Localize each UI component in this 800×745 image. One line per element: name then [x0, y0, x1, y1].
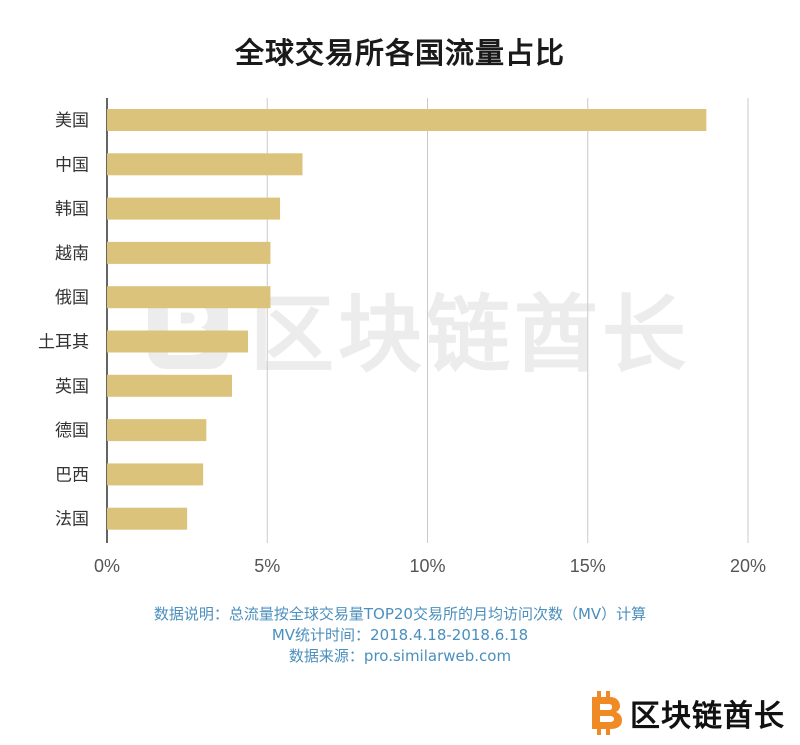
y-category-label: 巴西: [55, 465, 89, 485]
bar: [107, 419, 207, 442]
y-category-label: 法国: [55, 510, 89, 530]
data-notes: 数据说明：总流量按全球交易量TOP20交易所的月均访问次数（MV）计算 MV统计…: [0, 604, 800, 667]
x-tick-label: 15%: [570, 556, 606, 576]
bar: [107, 374, 232, 397]
y-category-label: 越南: [55, 244, 89, 264]
bar: [107, 153, 303, 176]
y-category-label: 英国: [55, 377, 89, 397]
chart-title: 全球交易所各国流量占比: [234, 36, 565, 70]
bar: [107, 507, 188, 530]
bar: [107, 197, 281, 220]
x-tick-label: 10%: [409, 556, 445, 576]
bar: [107, 241, 271, 264]
y-category-label: 美国: [55, 111, 89, 131]
note-source: 数据来源：pro.similarweb.com: [288, 647, 512, 665]
bar-layer: [107, 109, 707, 530]
x-tick-label: 0%: [94, 556, 120, 576]
y-category-label: 俄国: [55, 288, 89, 308]
bar: [107, 109, 707, 131]
bitcoin-b-icon: [592, 691, 622, 735]
y-category-label: 德国: [55, 421, 89, 441]
bar: [107, 286, 271, 309]
brand-name: 区块链酋长: [630, 699, 785, 734]
note-description: 数据说明：总流量按全球交易量TOP20交易所的月均访问次数（MV）计算: [153, 605, 647, 623]
y-category-label: 土耳其: [38, 333, 89, 353]
x-tick-label: 5%: [254, 556, 280, 576]
bar: [107, 463, 204, 486]
y-category-label: 韩国: [55, 200, 89, 220]
bar: [107, 330, 249, 353]
x-tick-label: 20%: [730, 556, 766, 576]
note-period: MV统计时间：2018.4.18-2018.6.18: [271, 626, 529, 644]
brand-logo: 区块链酋长: [588, 690, 785, 736]
y-category-label: 中国: [55, 155, 89, 175]
